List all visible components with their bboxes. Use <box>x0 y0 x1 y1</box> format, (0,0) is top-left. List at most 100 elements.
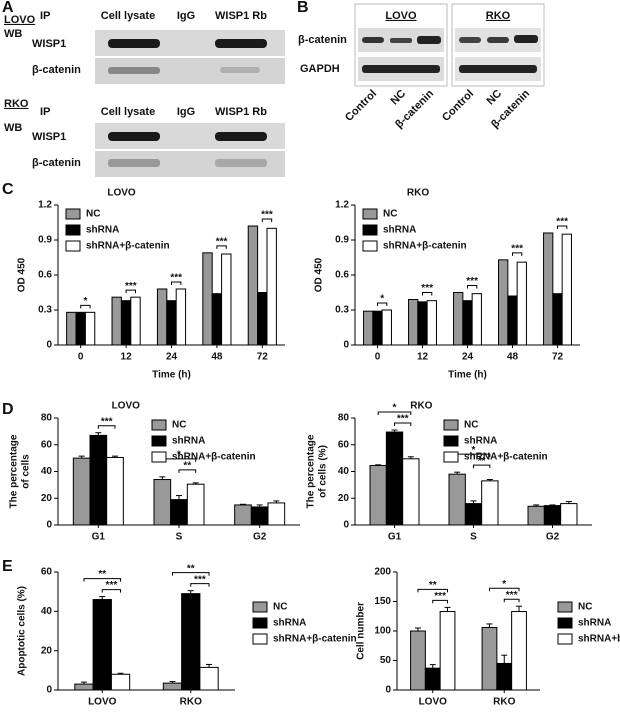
legend-label: shRNA+β-catenin <box>383 241 467 252</box>
significance-bracket <box>394 422 412 427</box>
error-bar <box>501 654 508 664</box>
bar <box>130 296 141 346</box>
bar <box>498 259 509 346</box>
significance-bracket <box>422 292 433 296</box>
bar <box>402 458 420 526</box>
legend-swatch <box>362 208 378 220</box>
band <box>220 67 260 73</box>
bar <box>175 288 187 346</box>
error-bar <box>429 664 436 669</box>
bar <box>552 293 563 346</box>
legend-swatch <box>252 617 268 629</box>
bar <box>202 252 213 346</box>
error-bar <box>407 456 414 459</box>
legend-swatch <box>557 617 573 629</box>
y-tick-label: 80 <box>338 413 350 424</box>
error-bar <box>159 476 166 480</box>
bar <box>453 292 464 346</box>
bar <box>439 611 456 691</box>
bar <box>426 300 437 346</box>
significance-label: ** <box>187 563 195 574</box>
significance-label: ** <box>429 580 437 591</box>
y-tick-label: 0.9 <box>335 235 349 246</box>
error-bar <box>565 501 572 504</box>
bar <box>267 502 286 526</box>
error-bar <box>78 455 85 459</box>
x-tick-label: 24 <box>462 352 474 363</box>
row-label: β-catenin <box>32 157 81 169</box>
x-tick-label: 48 <box>211 352 223 363</box>
x-tick-label: S <box>176 532 183 543</box>
lane-label: Control <box>440 88 476 124</box>
significance-bracket <box>178 469 197 473</box>
bar <box>153 479 172 526</box>
legend-swatch <box>151 435 167 447</box>
panel-label: C <box>2 181 14 198</box>
band <box>459 37 481 43</box>
ip-label: IP <box>40 10 50 22</box>
bar <box>507 295 518 346</box>
legend-swatch <box>252 633 268 645</box>
blot-frame <box>354 3 448 87</box>
significance-bracket <box>101 589 122 593</box>
x-tick-label: G1 <box>388 532 402 543</box>
band <box>108 132 160 141</box>
error-bar <box>169 681 176 684</box>
bar <box>110 673 131 691</box>
cell-line: LOVO <box>385 10 417 22</box>
x-tick-label: G1 <box>92 532 106 543</box>
error-bar <box>95 432 102 436</box>
legend-swatch <box>65 224 81 236</box>
ip-label: IP <box>40 106 50 118</box>
bar <box>417 301 428 346</box>
y-tick-label: 80 <box>41 413 53 424</box>
band <box>459 65 537 73</box>
band <box>215 132 267 141</box>
bar <box>247 225 259 346</box>
bar <box>162 682 183 691</box>
blot-b: LOVO RKO β-catenin GAPDH Control NC β-ca… <box>298 3 545 131</box>
bar <box>448 473 466 526</box>
bar <box>410 630 426 691</box>
bar <box>511 611 527 691</box>
significance-label: *** <box>397 414 409 425</box>
x-tick-label: 48 <box>507 352 519 363</box>
bar <box>250 506 269 526</box>
y-tick-label: 1.2 <box>38 200 52 211</box>
lane-label: Cell lysate <box>101 10 155 22</box>
significance-label: *** <box>170 273 182 284</box>
y-axis-label: The percentage <box>9 434 20 508</box>
error-bar <box>391 429 398 433</box>
legend-swatch <box>151 451 167 463</box>
y-tick-label: 40 <box>41 606 53 617</box>
x-tick-label: 12 <box>121 352 133 363</box>
significance-label: * <box>380 294 384 305</box>
error-bar <box>516 605 523 612</box>
bar <box>266 227 277 346</box>
error-bar <box>176 495 182 500</box>
significance-label: *** <box>101 416 113 427</box>
legend-label: shRNA <box>464 436 497 447</box>
lane-label: IgG <box>177 10 195 22</box>
significance-bracket <box>377 411 412 416</box>
bar <box>66 311 77 346</box>
legend-label: shRNA+β-catenin <box>172 452 256 463</box>
significance-bracket <box>432 599 449 604</box>
y-axis-label: Apoptotic cells (%) <box>17 586 28 676</box>
x-tick-label: G2 <box>546 532 560 543</box>
y-tick-label: 0.6 <box>38 270 52 281</box>
bar <box>543 505 562 526</box>
bar <box>84 311 96 346</box>
significance-bracket <box>473 464 491 469</box>
bar <box>543 232 554 346</box>
bar <box>111 296 122 346</box>
legend-label: shRNA <box>383 225 416 236</box>
legend-swatch <box>252 601 268 613</box>
legend-label: NC <box>578 602 592 613</box>
band <box>215 159 267 167</box>
significance-label: * <box>177 449 181 460</box>
y-tick-label: 200 <box>374 567 391 578</box>
bar <box>369 464 387 526</box>
bar <box>166 300 177 346</box>
